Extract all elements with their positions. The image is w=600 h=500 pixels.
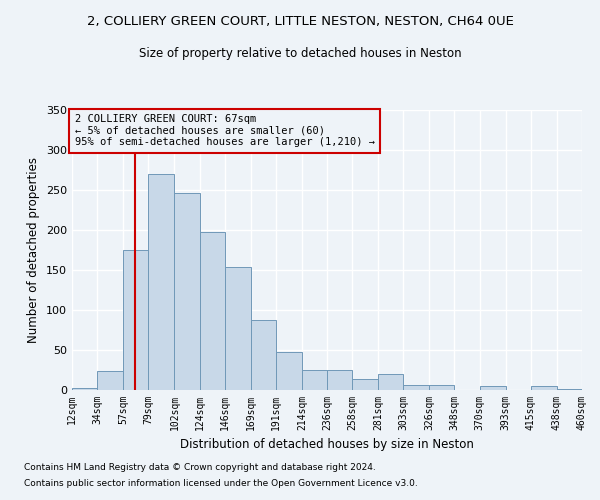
Text: 2, COLLIERY GREEN COURT, LITTLE NESTON, NESTON, CH64 0UE: 2, COLLIERY GREEN COURT, LITTLE NESTON, … [86, 15, 514, 28]
Bar [430, 385, 455, 390]
Text: Contains public sector information licensed under the Open Government Licence v3: Contains public sector information licen… [24, 478, 418, 488]
Bar [175, 193, 199, 390]
Bar [123, 250, 148, 390]
Bar [72, 388, 97, 390]
Bar [302, 370, 327, 390]
Bar [276, 352, 302, 390]
Bar [557, 389, 582, 390]
Bar [224, 267, 251, 390]
Bar [479, 386, 506, 390]
Bar [531, 386, 557, 390]
Bar [148, 174, 175, 390]
Bar [327, 370, 352, 390]
Bar [378, 374, 403, 390]
Bar [251, 320, 276, 390]
Text: Size of property relative to detached houses in Neston: Size of property relative to detached ho… [139, 48, 461, 60]
Y-axis label: Number of detached properties: Number of detached properties [28, 157, 40, 343]
Bar [352, 379, 378, 390]
Bar [97, 371, 123, 390]
Text: Contains HM Land Registry data © Crown copyright and database right 2024.: Contains HM Land Registry data © Crown c… [24, 464, 376, 472]
Bar [199, 232, 224, 390]
Bar [403, 385, 430, 390]
X-axis label: Distribution of detached houses by size in Neston: Distribution of detached houses by size … [180, 438, 474, 452]
Text: 2 COLLIERY GREEN COURT: 67sqm
← 5% of detached houses are smaller (60)
95% of se: 2 COLLIERY GREEN COURT: 67sqm ← 5% of de… [74, 114, 374, 148]
